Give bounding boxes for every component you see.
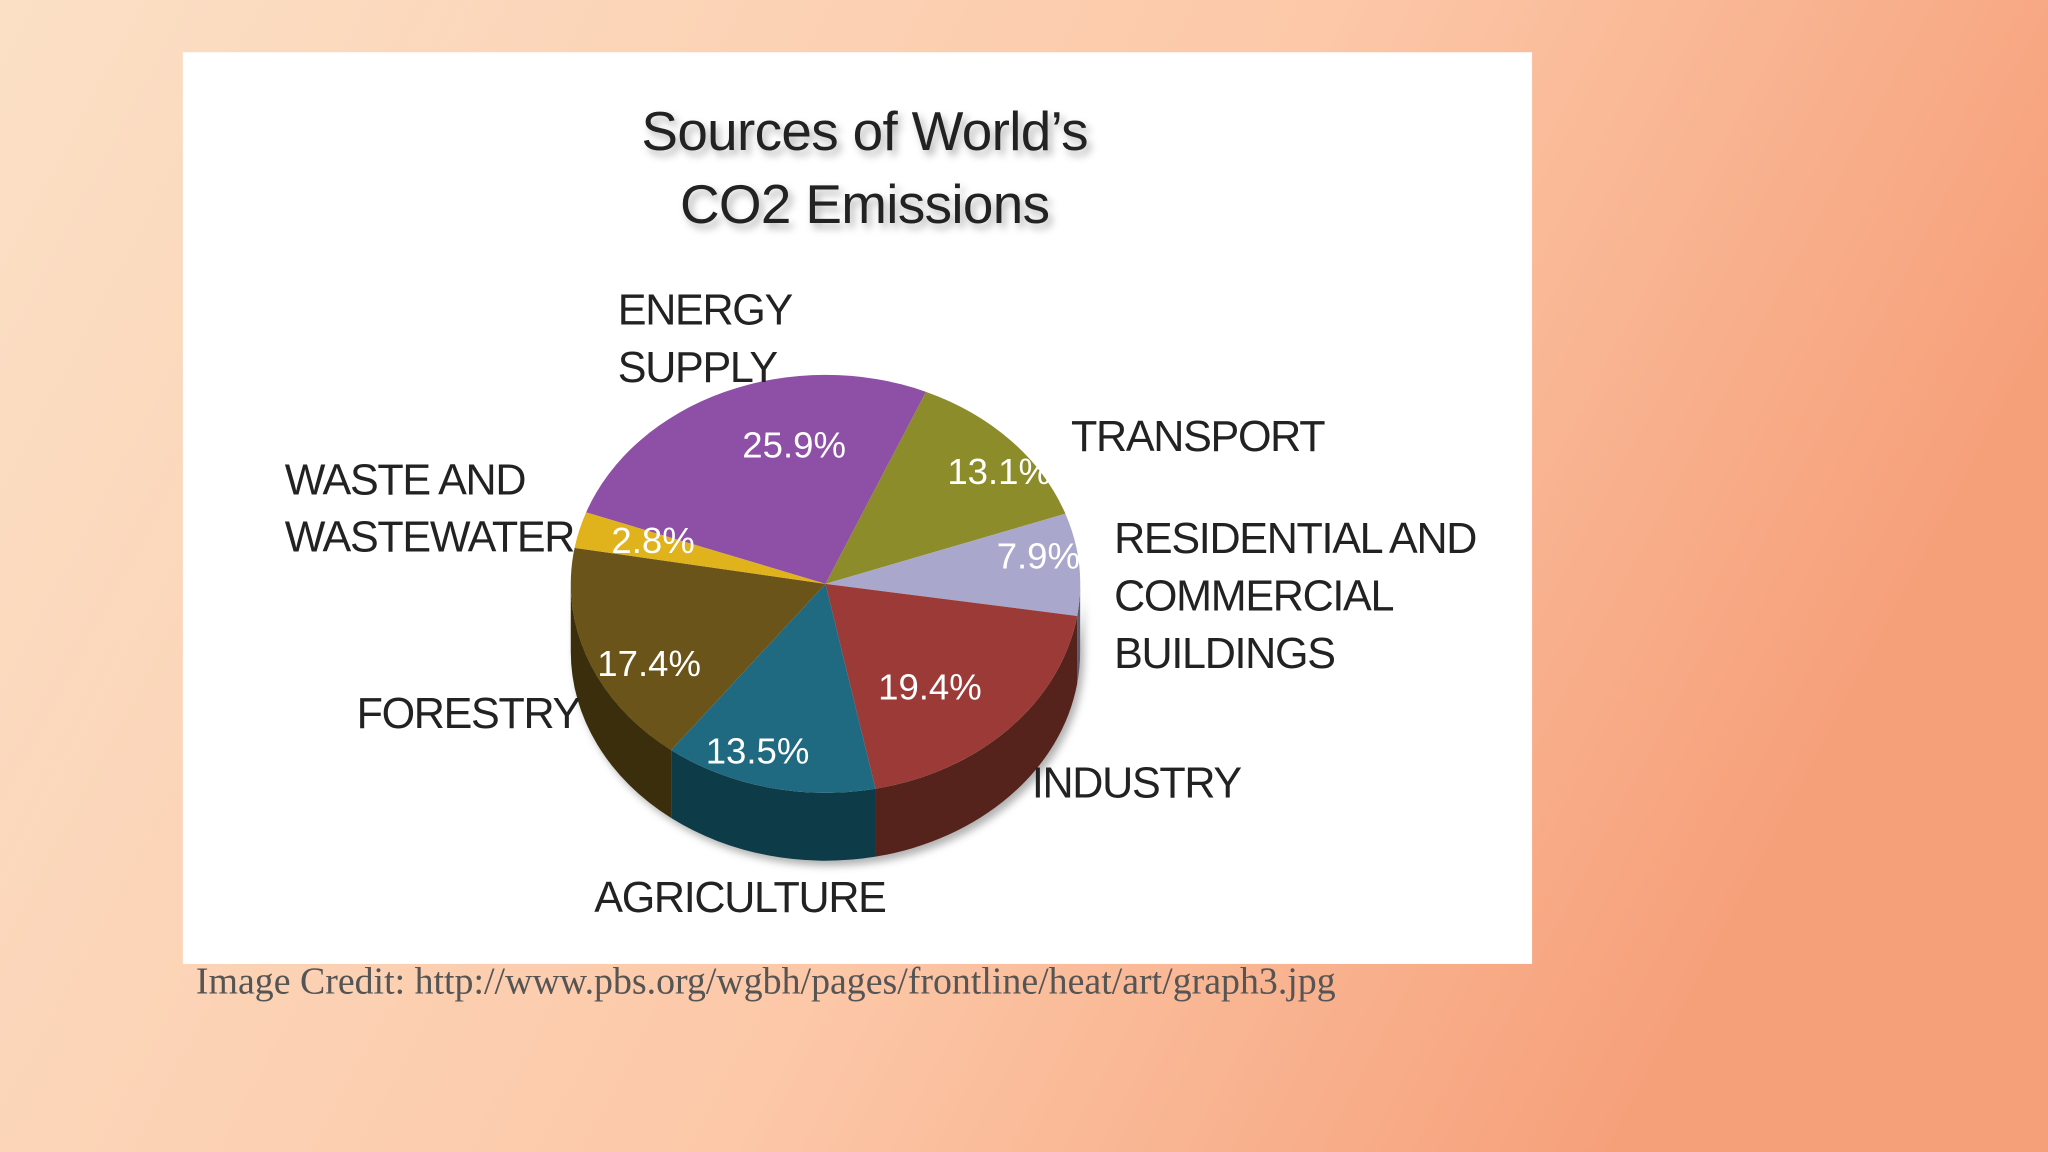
category-label: TRANSPORT xyxy=(1071,414,1325,462)
category-label: INDUSTRY xyxy=(1032,760,1242,808)
value-label: 13.5% xyxy=(706,730,810,771)
value-label: 13.1% xyxy=(947,451,1051,492)
pie-slice xyxy=(825,391,1066,584)
category-label: FORESTRY xyxy=(357,690,581,738)
value-label: 25.9% xyxy=(742,425,846,466)
pie-slice xyxy=(825,513,1081,616)
chart-title: Sources of World’s CO2 Emissions xyxy=(641,100,1088,235)
pie-sides xyxy=(570,583,1081,861)
category-label: ENERGY SUPPLY xyxy=(618,287,793,392)
image-credit: Image Credit: http://www.pbs.org/wgbh/pa… xyxy=(196,961,1336,1003)
pie-slice xyxy=(570,547,826,751)
value-label: 19.4% xyxy=(878,666,982,707)
category-label: AGRICULTURE xyxy=(594,875,885,923)
slice-side xyxy=(671,750,876,861)
category-label: RESIDENTIAL AND COMMERCIAL BUILDINGS xyxy=(1114,515,1476,678)
value-label: 17.4% xyxy=(597,643,701,684)
pie-slice xyxy=(825,583,1078,789)
pie-slice xyxy=(671,583,876,793)
slice-side xyxy=(875,615,1078,857)
slice-side xyxy=(1077,583,1081,684)
slice-side xyxy=(570,583,672,819)
category-label: WASTE AND WASTEWATER xyxy=(285,457,575,562)
pie-slice xyxy=(574,512,826,584)
value-label: 2.8% xyxy=(611,520,694,561)
value-label: 7.9% xyxy=(997,536,1080,577)
pie-slice xyxy=(586,374,926,584)
